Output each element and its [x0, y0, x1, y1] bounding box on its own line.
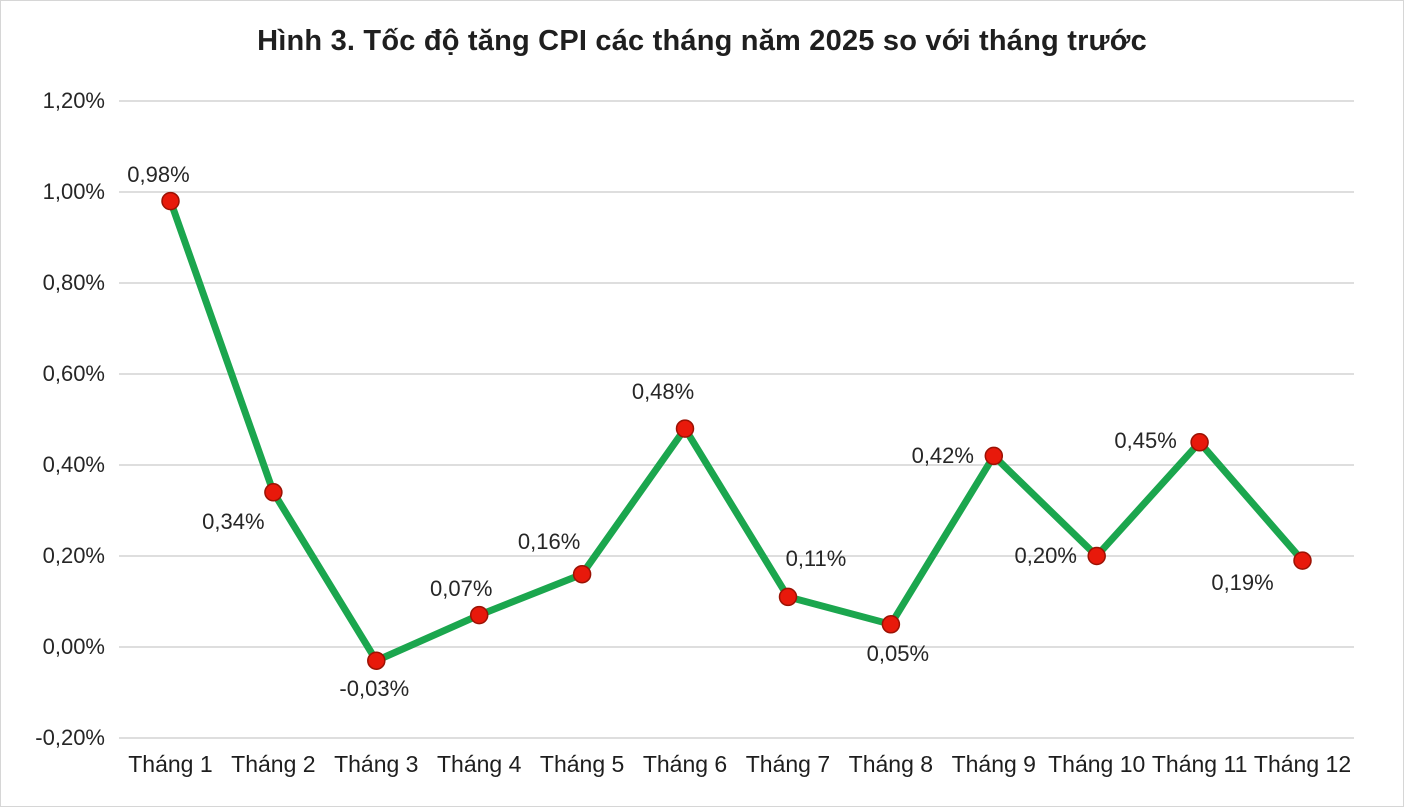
data-point-marker: [572, 564, 592, 584]
data-point-marker: [264, 483, 283, 502]
cpi-line-series: [167, 197, 1306, 665]
data-point-marker: [984, 446, 1004, 466]
data-point-marker: [469, 605, 489, 625]
chart-title: Hình 3. Tốc độ tăng CPI các tháng năm 20…: [257, 25, 1147, 57]
data-point-marker: [1293, 551, 1312, 570]
data-point-marker: [881, 615, 901, 634]
data-point-marker: [1190, 433, 1209, 452]
data-point-marker: [675, 419, 695, 438]
data-point-marker: [367, 651, 386, 670]
data-point-marker: [778, 587, 798, 607]
data-point-marker: [1087, 546, 1106, 566]
data-point-marker: [161, 191, 180, 211]
